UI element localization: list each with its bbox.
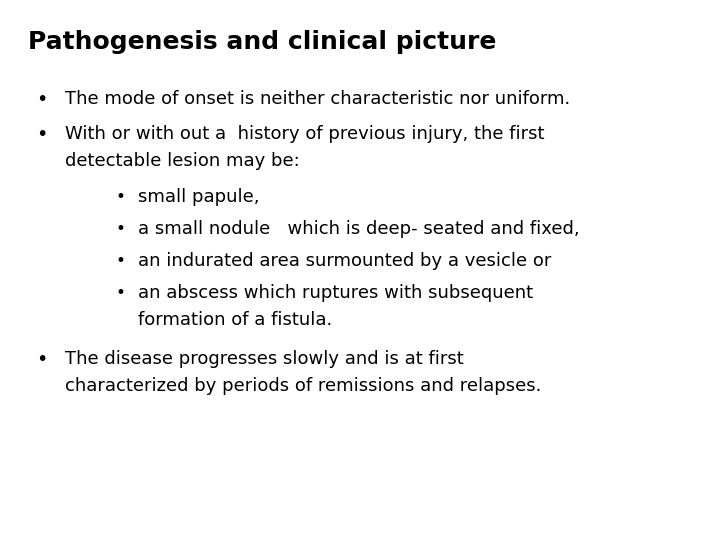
Text: small papule,: small papule, — [138, 188, 259, 206]
Text: With or with out a  history of previous injury, the first: With or with out a history of previous i… — [65, 125, 544, 143]
Text: •: • — [36, 125, 48, 144]
Text: Pathogenesis and clinical picture: Pathogenesis and clinical picture — [28, 30, 496, 54]
Text: •: • — [115, 188, 125, 206]
Text: •: • — [115, 284, 125, 302]
Text: characterized by periods of remissions and relapses.: characterized by periods of remissions a… — [65, 377, 541, 395]
Text: The mode of onset is neither characteristic nor uniform.: The mode of onset is neither characteris… — [65, 90, 570, 108]
Text: •: • — [36, 350, 48, 369]
Text: The disease progresses slowly and is at first: The disease progresses slowly and is at … — [65, 350, 464, 368]
Text: an indurated area surmounted by a vesicle or: an indurated area surmounted by a vesicl… — [138, 252, 552, 270]
Text: a small nodule   which is deep- seated and fixed,: a small nodule which is deep- seated and… — [138, 220, 580, 238]
Text: an abscess which ruptures with subsequent: an abscess which ruptures with subsequen… — [138, 284, 533, 302]
Text: detectable lesion may be:: detectable lesion may be: — [65, 152, 300, 170]
Text: •: • — [115, 220, 125, 238]
Text: •: • — [115, 252, 125, 270]
Text: •: • — [36, 90, 48, 109]
Text: formation of a fistula.: formation of a fistula. — [138, 312, 332, 329]
